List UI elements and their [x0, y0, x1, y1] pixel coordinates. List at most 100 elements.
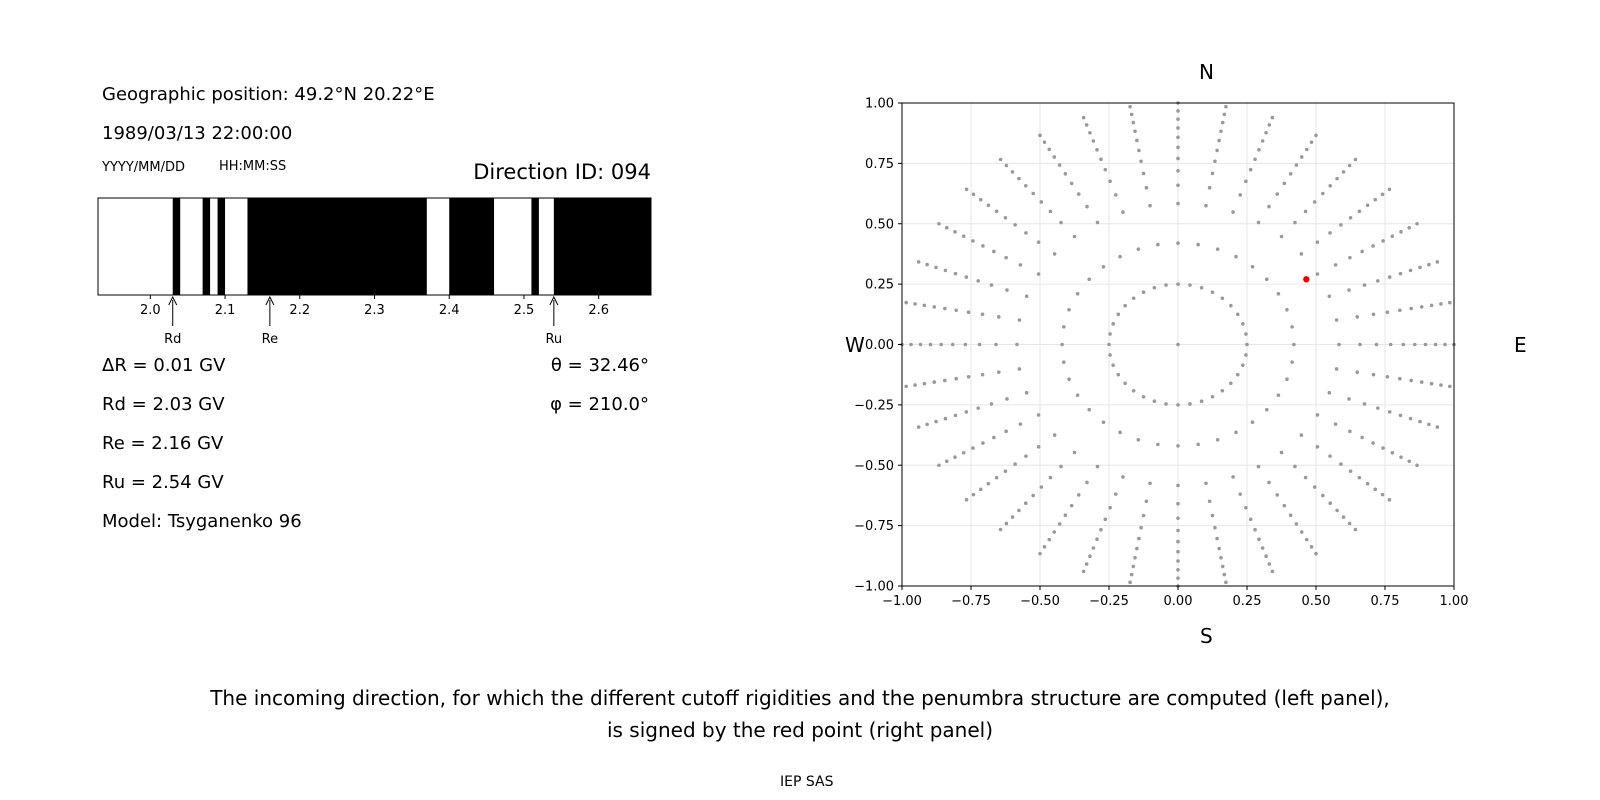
direction-point [1264, 130, 1268, 135]
direction-point [1267, 562, 1272, 566]
direction-point [1137, 536, 1141, 541]
direction-point [1312, 200, 1317, 204]
direction-point [1244, 179, 1248, 184]
direction-point [977, 342, 982, 347]
direction-point [980, 372, 985, 377]
direction-point [971, 239, 975, 243]
penumbra-chart: 2.0 2.1 2.2 2.3 2.4 2.5 2.6 Rd Re Ru [97, 197, 652, 347]
direction-point [989, 283, 994, 287]
direction-point [1303, 475, 1308, 480]
direction-point [1347, 163, 1352, 168]
direction-point [1062, 325, 1066, 329]
direction-point [1036, 272, 1041, 276]
direction-point [1299, 530, 1304, 534]
direction-point [1067, 377, 1071, 381]
compass-west: W [845, 333, 865, 357]
direction-point [1315, 240, 1320, 244]
direction-point [1017, 367, 1022, 371]
direction-point [1010, 170, 1015, 174]
direction-point [1376, 406, 1380, 410]
direction-point [1210, 171, 1215, 176]
y-tick-label: 0.50 [865, 217, 894, 232]
caption-line-2: is signed by the red point (right panel) [606, 718, 994, 742]
direction-point [981, 441, 985, 445]
direction-point [1015, 342, 1019, 347]
direction-point [1005, 397, 1009, 401]
direction-point [1398, 271, 1403, 276]
direction-point [1003, 469, 1008, 473]
y-tick-label: −0.25 [854, 398, 894, 413]
direction-point [1148, 203, 1152, 208]
direction-point [1062, 360, 1066, 364]
direction-point [1435, 425, 1440, 429]
direction-point [1176, 156, 1180, 161]
direction-point [1371, 372, 1376, 377]
direction-point [1128, 104, 1132, 109]
direction-point [1210, 290, 1215, 295]
direction-point [1048, 209, 1053, 214]
direction-point [1176, 117, 1180, 121]
direction-point [1101, 420, 1106, 424]
direction-point [1060, 342, 1064, 347]
direction-point [1133, 555, 1137, 560]
geographic-position: Geographic position: 49.2°N 20.22°E [102, 84, 435, 105]
direction-point [1381, 239, 1385, 243]
direction-point [1371, 244, 1375, 248]
direction-point [1399, 230, 1403, 234]
direction-point [1348, 469, 1353, 473]
direction-point [1113, 492, 1118, 496]
direction-point [1003, 216, 1008, 220]
direction-point [1196, 242, 1200, 247]
direction-point [1408, 416, 1413, 421]
direction-point [1292, 342, 1296, 347]
direction-point [1176, 241, 1180, 245]
direction-point [954, 308, 958, 313]
direction-point [1250, 265, 1255, 269]
direction-point [1220, 564, 1225, 569]
direction-point [1063, 172, 1068, 176]
direction-point [1135, 138, 1139, 143]
direction-point [1427, 262, 1431, 267]
direction-point [1407, 225, 1412, 230]
x-tick-label: −0.25 [1089, 594, 1129, 609]
direction-point [1328, 231, 1332, 235]
direction-point [1409, 378, 1413, 383]
direction-point [1418, 265, 1422, 270]
direction-point [1004, 255, 1008, 260]
penumbra-band [449, 198, 495, 295]
direction-point [1111, 322, 1115, 326]
direction-point [1144, 499, 1149, 504]
direction-point [1270, 115, 1275, 120]
direction-point [1328, 183, 1333, 188]
direction-point [1231, 475, 1235, 479]
direction-point [1081, 115, 1086, 120]
direction-point [1299, 252, 1304, 256]
direction-point [1047, 147, 1052, 152]
credit: IEP SAS [780, 774, 834, 790]
direction-point [1108, 353, 1112, 357]
direction-point [1069, 503, 1074, 508]
theta-value: θ = 32.46° [550, 355, 649, 376]
direction-point [934, 419, 938, 424]
rd-value: Rd = 2.03 GV [102, 394, 225, 415]
direction-point [1207, 499, 1212, 504]
direction-point [1279, 234, 1284, 239]
direction-point [961, 234, 966, 239]
direction-point [1235, 372, 1240, 377]
direction-point [1116, 372, 1121, 377]
direction-point [1039, 485, 1044, 489]
direction-point [1290, 360, 1294, 364]
direction-point [1004, 163, 1009, 168]
direction-point [1111, 363, 1115, 367]
date-format-label: YYYY/MM/DD [102, 160, 185, 175]
direction-point [1103, 167, 1108, 172]
direction-point [1219, 555, 1223, 560]
direction-point [1357, 475, 1362, 480]
direction-point [1257, 148, 1261, 152]
direction-point [1091, 546, 1096, 550]
direction-point [1017, 176, 1021, 181]
direction-point [1385, 310, 1390, 314]
direction-point [1229, 303, 1233, 308]
direction-point [1057, 522, 1062, 526]
direction-point [1419, 305, 1424, 309]
